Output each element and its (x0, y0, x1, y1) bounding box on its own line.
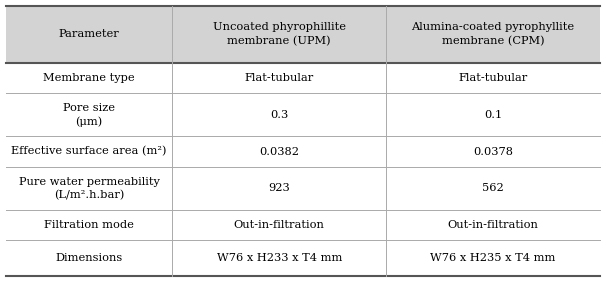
Bar (172, 136, 386, 167)
Bar (172, 93, 386, 136)
Text: Flat-tubular: Flat-tubular (245, 73, 314, 83)
Text: Flat-tubular: Flat-tubular (458, 73, 528, 83)
Bar (386, 93, 600, 136)
Text: Out-in-filtration: Out-in-filtration (234, 220, 325, 230)
Text: 0.0382: 0.0382 (259, 147, 299, 157)
Text: 0.3: 0.3 (270, 110, 288, 120)
Bar (172, 210, 386, 240)
Text: 562: 562 (482, 183, 504, 193)
Text: 0.0378: 0.0378 (473, 147, 513, 157)
Bar (386, 136, 600, 167)
Text: Alumina-coated pyrophyllite
membrane (CPM): Alumina-coated pyrophyllite membrane (CP… (411, 22, 574, 46)
Bar (6, 6, 172, 63)
Bar (6, 136, 172, 167)
Bar (6, 63, 172, 93)
Text: Parameter: Parameter (59, 29, 119, 39)
Bar (6, 240, 172, 276)
Bar (386, 63, 600, 93)
Bar (172, 6, 386, 63)
Bar (172, 240, 386, 276)
Bar (172, 63, 386, 93)
Text: Dimensions: Dimensions (56, 253, 123, 263)
Bar (172, 167, 386, 210)
Text: W76 x H233 x T4 mm: W76 x H233 x T4 mm (216, 253, 342, 263)
Text: W76 x H235 x T4 mm: W76 x H235 x T4 mm (430, 253, 556, 263)
Text: Uncoated phyrophillite
membrane (UPM): Uncoated phyrophillite membrane (UPM) (213, 22, 346, 46)
Text: Filtration mode: Filtration mode (44, 220, 134, 230)
Bar (386, 210, 600, 240)
Text: Membrane type: Membrane type (44, 73, 135, 83)
Text: Pore size
(μm): Pore size (μm) (63, 103, 115, 127)
Bar (386, 240, 600, 276)
Text: 0.1: 0.1 (484, 110, 502, 120)
Text: Out-in-filtration: Out-in-filtration (448, 220, 539, 230)
Bar (6, 167, 172, 210)
Text: Pure water permeability
(L/m².h.bar): Pure water permeability (L/m².h.bar) (19, 177, 159, 200)
Bar (6, 93, 172, 136)
Bar (386, 6, 600, 63)
Bar (6, 210, 172, 240)
Bar (386, 167, 600, 210)
Text: 923: 923 (268, 183, 290, 193)
Text: Effective surface area (m²): Effective surface area (m²) (12, 146, 167, 157)
